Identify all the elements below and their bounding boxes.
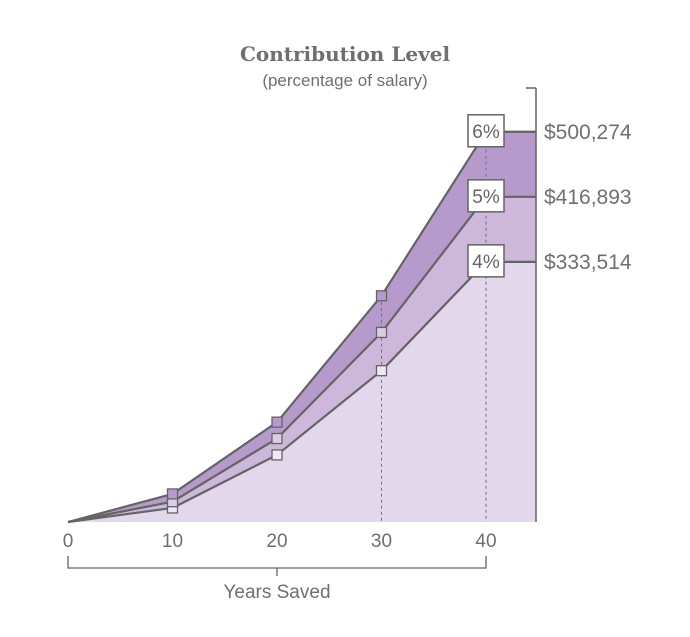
data-point-4pct-20 <box>271 449 283 461</box>
end-value-6pct: $500,274 <box>544 121 632 144</box>
x-tick-label-20: 20 <box>266 531 287 552</box>
end-value-4pct: $333,514 <box>544 251 632 274</box>
marker-layer <box>166 290 388 514</box>
series-label-6pct: 6% <box>472 122 500 143</box>
series-box-4pct <box>467 244 505 278</box>
x-axis-bracket <box>67 556 487 569</box>
x-tick-label-0: 0 <box>63 531 74 552</box>
data-point-6pct-30 <box>375 290 388 302</box>
x-axis: 0 10 20 30 40 Years Saved <box>63 87 537 603</box>
data-point-4pct-30 <box>375 365 388 377</box>
data-point-5pct-20 <box>271 432 283 445</box>
end-value-5pct: $416,893 <box>544 186 632 209</box>
series-box-6pct <box>467 114 505 148</box>
x-axis-label: Years Saved <box>223 582 330 603</box>
area-layer <box>68 131 536 522</box>
series-label-5pct: 5% <box>472 187 500 208</box>
data-point-6pct-10 <box>166 488 179 500</box>
x-tick-label-40: 40 <box>475 531 496 552</box>
data-point-6pct-20 <box>271 416 283 428</box>
end-label-layer: 4% $333,514 5% $416,893 6% $500,274 <box>467 114 632 278</box>
series-label-4pct: 4% <box>472 252 500 273</box>
series-box-5pct <box>467 179 505 213</box>
data-point-5pct-30 <box>375 326 388 339</box>
x-tick-label-10: 10 <box>162 531 183 552</box>
chart-subtitle: (percentage of salary) <box>262 71 428 90</box>
x-tick-label-30: 30 <box>371 531 392 552</box>
chart-title: Contribution Level <box>239 42 451 66</box>
area-4pct <box>68 261 536 522</box>
